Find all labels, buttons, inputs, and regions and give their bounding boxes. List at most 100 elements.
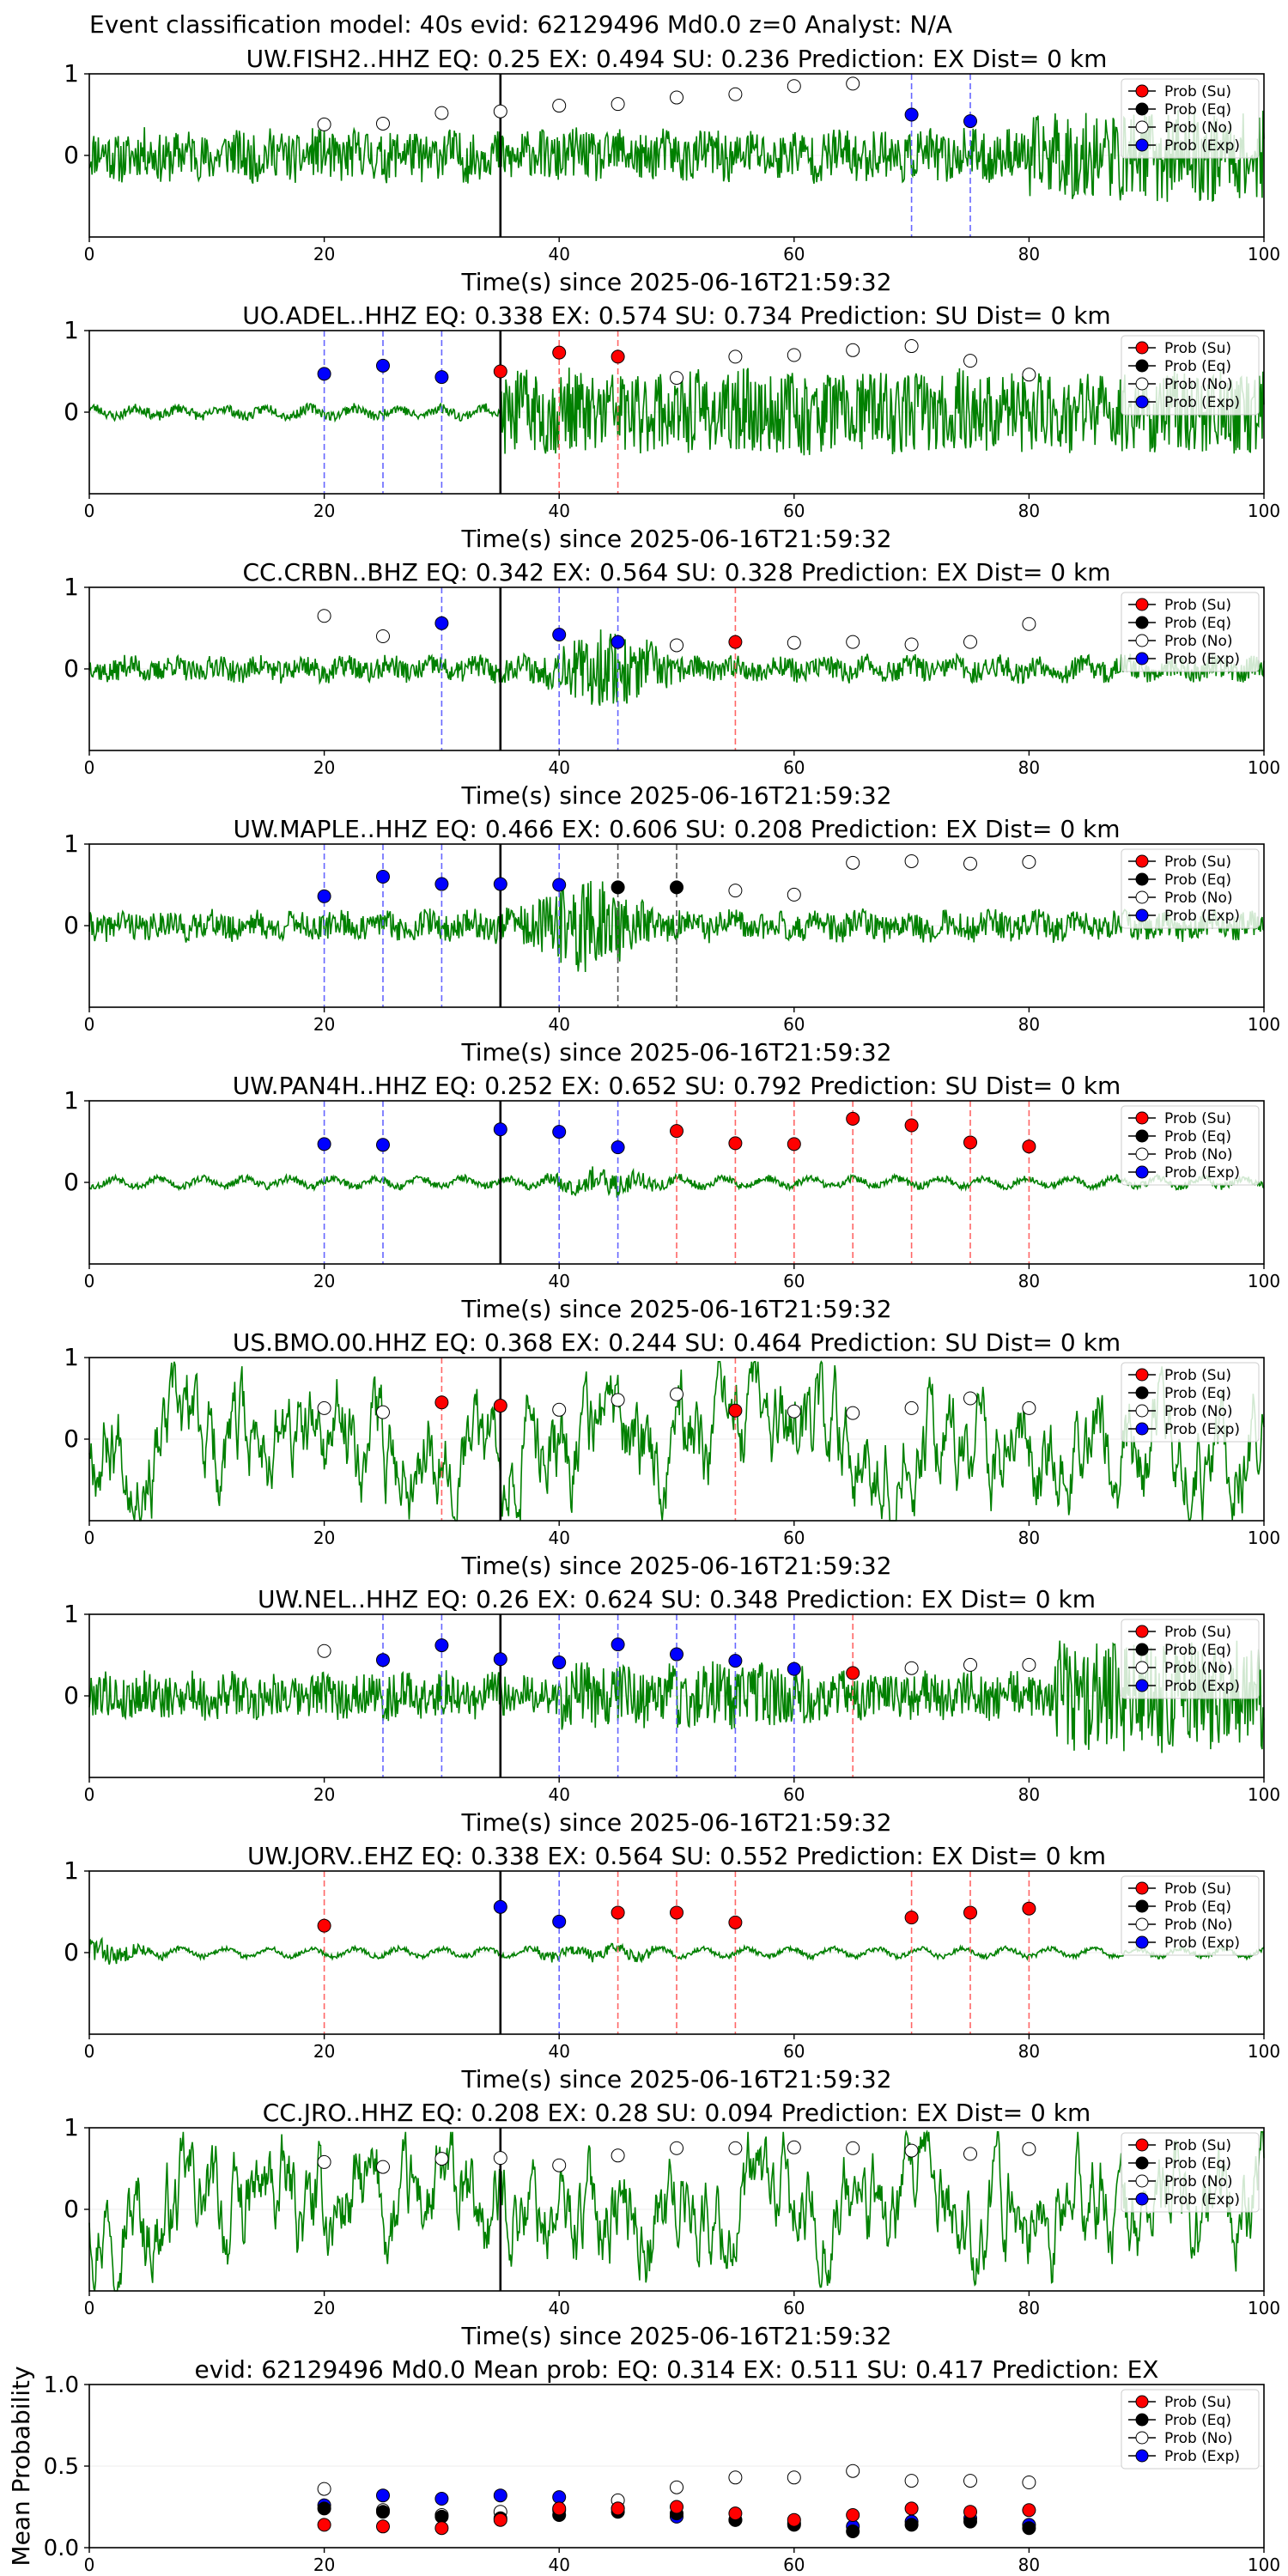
subplot-9: CC.JRO..HHZ EQ: 0.208 EX: 0.28 SU: 0.094… (64, 2099, 1280, 2350)
prob-marker-su (1022, 1139, 1036, 1154)
legend-marker-no (1135, 2431, 1149, 2445)
legend-marker-exp (1135, 1165, 1149, 1179)
legend: Prob (Su)Prob (Eq)Prob (No)Prob (Exp) (1121, 848, 1260, 929)
prob-marker-exp (552, 628, 567, 642)
y-tick-label: 0 (64, 1168, 79, 1196)
prob-marker-no (434, 106, 449, 120)
legend-label: Prob (No) (1164, 1917, 1233, 1934)
x-tick-label: 0 (84, 501, 95, 521)
prob-marker-no (670, 2141, 683, 2155)
prob-marker-su (493, 1399, 507, 1413)
prob-marker-exp (376, 358, 390, 373)
y-axis-label: Mean Probability (7, 2366, 35, 2566)
x-tick-label: 40 (548, 244, 569, 264)
mean-prob-marker-eq (376, 2505, 390, 2519)
prob-marker-exp (317, 1137, 331, 1151)
legend-marker-eq (1135, 1643, 1149, 1656)
y-tick-label: 0 (64, 1938, 79, 1966)
x-axis-label: Time(s) since 2025-06-16T21:59:32 (460, 268, 891, 296)
prob-marker-exp (434, 370, 449, 385)
y-tick-label: 1 (64, 2113, 79, 2142)
subplot-4: UW.MAPLE..HHZ EQ: 0.466 EX: 0.606 SU: 0.… (64, 815, 1280, 1066)
mean-prob-marker-no (1022, 2476, 1036, 2489)
waveform-trace (88, 2129, 1265, 2292)
x-tick-label: 20 (313, 757, 335, 778)
x-axis-label: Time(s) since 2025-06-16T21:59:32 (460, 1295, 891, 1323)
legend-box (1121, 1105, 1260, 1186)
legend-marker-eq (1135, 1899, 1149, 1913)
subplot-title: evid: 62129496 Md0.0 Mean prob: EQ: 0.31… (195, 2355, 1159, 2384)
prob-marker-exp (376, 1653, 390, 1668)
prob-marker-no (670, 1387, 683, 1401)
legend-marker-eq (1135, 1129, 1149, 1143)
x-tick-label: 20 (313, 2298, 335, 2318)
waveform-trace (88, 109, 1265, 203)
prob-marker-no (846, 855, 860, 870)
legend-label: Prob (Su) (1164, 2394, 1231, 2411)
legend-marker-su (1135, 2138, 1149, 2152)
legend: Prob (Su)Prob (Eq)Prob (No)Prob (Exp) (1121, 2389, 1260, 2470)
x-tick-label: 80 (1018, 1014, 1040, 1035)
prob-marker-eq (670, 880, 683, 895)
legend-label: Prob (Su) (1164, 1880, 1231, 1898)
mean-prob-marker-su (376, 2519, 390, 2534)
prob-marker-no (963, 856, 977, 871)
legend-label: Prob (Su) (1164, 1367, 1231, 1384)
legend-marker-su (1135, 1111, 1149, 1125)
legend-marker-eq (1135, 872, 1149, 886)
prob-marker-no (728, 2141, 743, 2155)
legend-marker-exp (1135, 1422, 1149, 1436)
subplot-title: US.BMO.00.HHZ EQ: 0.368 EX: 0.244 SU: 0.… (233, 1328, 1121, 1357)
prob-marker-exp (493, 877, 507, 891)
legend-marker-eq (1135, 359, 1149, 373)
prob-marker-su (728, 1136, 743, 1151)
x-tick-label: 40 (548, 1014, 569, 1035)
legend: Prob (Su)Prob (Eq)Prob (No)Prob (Exp) (1121, 1619, 1260, 1699)
x-tick-label: 60 (783, 1784, 805, 1805)
y-tick-label: 1 (64, 1600, 79, 1628)
prob-marker-no (376, 629, 390, 643)
prob-marker-no (1022, 854, 1036, 869)
prob-marker-su (787, 1137, 801, 1151)
legend-label: Prob (Eq) (1164, 872, 1231, 889)
x-tick-label: 80 (1018, 1784, 1040, 1805)
x-tick-label: 20 (313, 1528, 335, 1548)
x-tick-label: 100 (1248, 757, 1280, 778)
x-tick-label: 100 (1248, 2555, 1280, 2575)
legend-marker-su (1135, 598, 1149, 611)
legend-marker-su (1135, 854, 1149, 868)
prob-marker-no (670, 371, 683, 386)
x-tick-label: 40 (548, 757, 569, 778)
x-tick-label: 0 (84, 2041, 95, 2062)
mean-prob-marker-exp (434, 2492, 449, 2506)
mean-prob-marker-no (904, 2474, 919, 2488)
legend-marker-eq (1135, 102, 1149, 116)
x-tick-label: 80 (1018, 1271, 1040, 1291)
legend-marker-exp (1135, 2192, 1149, 2206)
legend-marker-exp (1135, 395, 1149, 409)
prob-marker-su (846, 1666, 860, 1680)
legend-label: Prob (No) (1164, 633, 1233, 650)
legend-label: Prob (No) (1164, 1403, 1233, 1420)
prob-marker-exp (317, 367, 331, 381)
legend-marker-no (1135, 377, 1149, 391)
y-tick-label: 0.0 (44, 2536, 79, 2561)
prob-marker-no (963, 354, 977, 368)
y-tick-label: 0 (64, 2195, 79, 2223)
prob-marker-no (611, 97, 625, 112)
legend-label: Prob (Su) (1164, 2137, 1231, 2154)
y-tick-label: 1 (64, 59, 79, 88)
x-tick-label: 40 (548, 2298, 569, 2318)
figure-suptitle: Event classification model: 40s evid: 62… (89, 10, 952, 39)
legend-box (1121, 2389, 1260, 2470)
prob-marker-no (317, 1643, 331, 1658)
x-tick-label: 100 (1248, 1271, 1280, 1291)
y-tick-label: 1 (64, 1856, 79, 1885)
prob-marker-exp (670, 1647, 683, 1662)
prob-marker-no (787, 348, 801, 362)
panels-container: UW.FISH2..HHZ EQ: 0.25 EX: 0.494 SU: 0.2… (7, 45, 1280, 2575)
prob-marker-exp (611, 635, 625, 649)
mean-prob-marker-exp (552, 2490, 567, 2505)
x-tick-label: 20 (313, 2041, 335, 2062)
mean-prob-marker-eq (317, 2501, 331, 2516)
